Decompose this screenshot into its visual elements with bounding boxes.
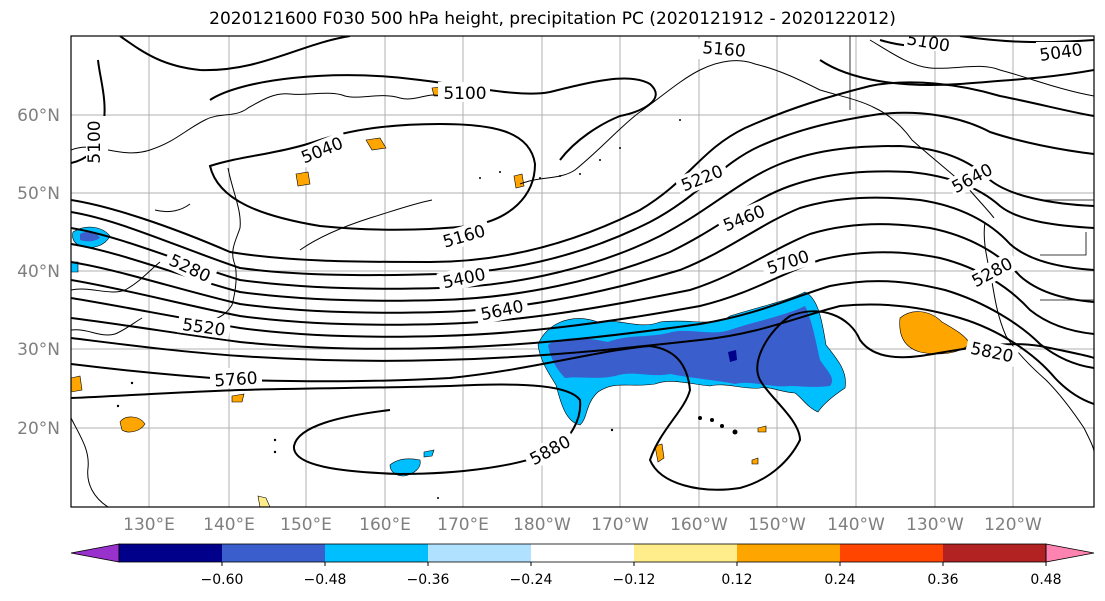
lon-label: 160°W [670, 515, 728, 535]
colorbar-segment [119, 544, 223, 562]
contour-label: 5100 [85, 120, 105, 163]
colorbar-tick-label: 0.12 [721, 572, 752, 588]
colorbar-extend-high [1045, 543, 1095, 563]
colorbar-tick-label: 0.24 [824, 572, 855, 588]
lon-label: 130°E [123, 515, 175, 535]
colorbar-tick-label: −0.48 [304, 572, 347, 588]
colorbar-tick-label: 0.36 [927, 572, 958, 588]
colorbar-segment [634, 544, 738, 562]
colorbar-segment [737, 544, 841, 562]
colorbar-segment [222, 544, 326, 562]
colorbar-tick-label: −0.60 [201, 572, 244, 588]
colorbar-segment [943, 544, 1047, 562]
colorbar-extend-low [70, 543, 120, 563]
lon-label: 170°W [591, 515, 649, 535]
contour-label: 5100 [443, 84, 486, 104]
colorbar-tick-labels: −0.60 −0.48 −0.36 −0.24 −0.12 0.12 0.24 0.36 0.4… [201, 562, 1062, 588]
lon-label: 180°W [513, 515, 571, 535]
colorbar-tick-label: −0.12 [613, 572, 656, 588]
height-contours [71, 36, 1094, 491]
latitude-labels: 60°N 50°N 40°N 30°N 20°N [17, 106, 60, 439]
colorbar [70, 543, 1095, 563]
colorbar-tick-label: −0.36 [407, 572, 450, 588]
lon-label: 150°W [748, 515, 806, 535]
lat-label: 60°N [17, 106, 60, 126]
lon-label: 140°W [827, 515, 885, 535]
lat-label: 40°N [17, 262, 60, 282]
colorbar-segment [840, 544, 944, 562]
map-title: 2020121600 F030 500 hPa height, precipit… [209, 9, 896, 29]
islands [116, 119, 738, 499]
lat-label: 50°N [17, 184, 60, 204]
lon-label: 140°E [203, 515, 255, 535]
lon-label: 170°E [437, 515, 489, 535]
contour-label: 5160 [702, 38, 747, 62]
colorbar-outline [118, 543, 1047, 563]
lon-label: 130°W [906, 515, 964, 535]
lon-label: 160°E [359, 515, 411, 535]
colorbar-segment [531, 544, 635, 562]
map-frame [70, 35, 1095, 508]
borders [849, 36, 1094, 301]
colorbar-tick-label: 0.48 [1030, 572, 1061, 588]
lat-label: 20°N [17, 419, 60, 439]
precip-positive-area [71, 85, 971, 507]
longitude-labels: 130°E 140°E 150°E 160°E 170°E 180°W 170°… [123, 515, 1042, 535]
colorbar-segment [325, 544, 429, 562]
colorbar-segment [428, 544, 532, 562]
colorbar-tick-label: −0.24 [510, 572, 553, 588]
contour-label: 5760 [214, 369, 259, 392]
precip-negative-area [71, 226, 846, 477]
lat-label: 30°N [17, 340, 60, 360]
lon-label: 120°W [984, 515, 1042, 535]
lon-label: 150°E [280, 515, 332, 535]
